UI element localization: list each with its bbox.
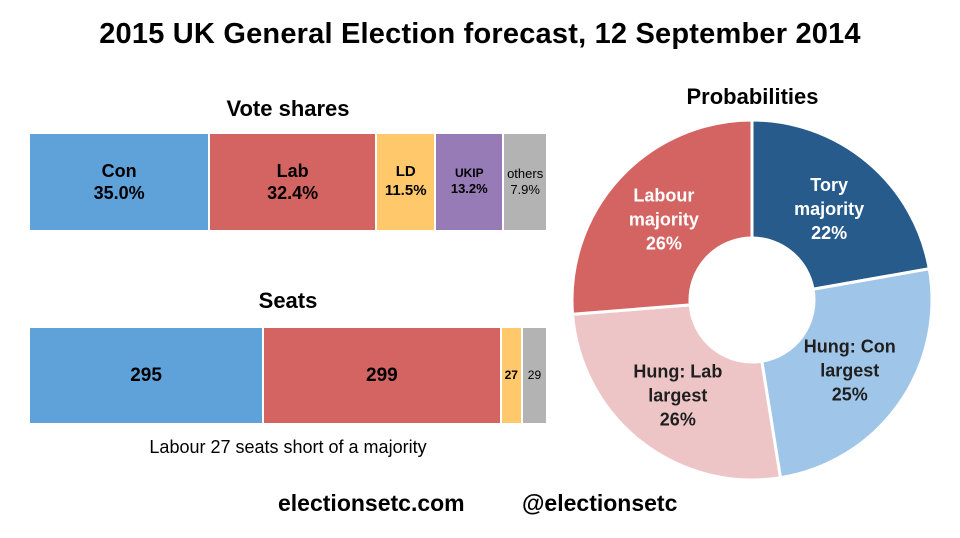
probabilities-donut: Tory majority 22%Hung: Con largest 25%Hung: … (570, 118, 934, 482)
seats-bar-ld: 27 (501, 328, 523, 423)
seats-bar: 295 299 27 29 (30, 328, 546, 423)
vote-bar-label: Lab (276, 160, 309, 181)
donut-label: Tory majority 22% (794, 175, 864, 243)
probabilities-title: Probabilities (686, 84, 819, 109)
donut-label-name: largest (820, 361, 879, 381)
donut-slice-hung-con-largest (760, 267, 934, 480)
seats-annotation: Labour 27 seats short of a majority (149, 437, 427, 457)
seats-title: Seats (258, 288, 318, 313)
seats-bar-con: 295 (30, 328, 265, 423)
donut-slice-labour-majority (570, 118, 754, 316)
chart-title: 2015 UK General Election forecast, 12 Se… (99, 18, 861, 50)
vote-bar-con: Con 35.0% (30, 134, 211, 230)
donut-label-name: largest (648, 385, 707, 405)
vote-bar-value: 13.2% (450, 181, 488, 197)
vote-bar-others: others 7.9% (504, 134, 546, 230)
seats-bar-value: 27 (504, 368, 518, 382)
vote-bar-lab: Lab 32.4% (210, 134, 378, 230)
vote-bar-value: 7.9% (510, 182, 540, 197)
vote-bar-ukip: UKIP 13.2% (436, 134, 505, 230)
donut-slice-tory-majority (750, 118, 932, 291)
vote-bar-label: UKIP (454, 166, 484, 181)
donut-label: Labour majority 26% (629, 186, 699, 254)
donut-label-value: 26% (646, 234, 682, 254)
donut-label-name: majority (794, 199, 864, 219)
vote-shares-title: Vote shares (226, 96, 350, 121)
donut-label-value: 22% (811, 223, 847, 243)
seats-bar-others: 29 (522, 328, 546, 423)
vote-bar-value: 35.0% (93, 183, 145, 203)
footer-handle: @electionsetc (522, 490, 678, 516)
vote-bar-label: others (507, 165, 544, 181)
vote-shares-bar: Con 35.0% Lab 32.4% LD 11.5% UKIP 13.2% others 7.… (30, 134, 546, 230)
donut-label-value: 25% (832, 385, 868, 405)
vote-bar-ld: LD 11.5% (377, 134, 437, 230)
seats-bar-lab: 299 (264, 328, 502, 423)
donut-label-name: Tory (810, 175, 848, 195)
seats-bar-value: 29 (527, 368, 542, 382)
seats-bar-value: 295 (130, 364, 162, 386)
vote-bar-value: 11.5% (384, 182, 427, 199)
donut-label-name: majority (629, 210, 699, 230)
donut-label-name: Hung: Lab (633, 361, 722, 381)
seats-bar-value: 299 (366, 364, 398, 386)
donut-label-name: Hung: Con (804, 337, 896, 357)
donut-label-value: 26% (660, 409, 696, 429)
footer-website: electionsetc.com (278, 490, 465, 516)
donut-slice-hung-lab-largest (570, 303, 783, 482)
donut-label: Hung: Con largest 25% (804, 337, 896, 405)
vote-bar-value: 32.4% (267, 183, 319, 203)
donut-label-name: Labour (633, 186, 694, 206)
vote-bar-label: LD (395, 163, 416, 181)
vote-bar-label: Con (101, 160, 137, 181)
donut-label: Hung: Lab largest 26% (633, 361, 722, 429)
